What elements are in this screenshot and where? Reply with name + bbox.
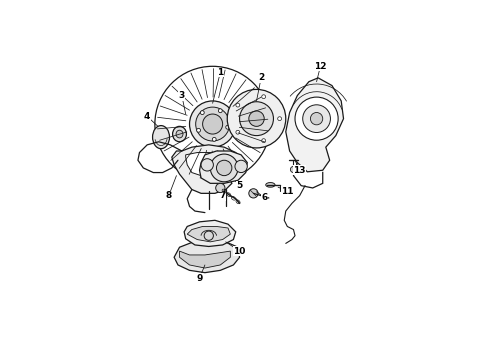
- Text: 10: 10: [233, 247, 246, 256]
- Polygon shape: [179, 251, 230, 268]
- Circle shape: [196, 107, 229, 141]
- Circle shape: [226, 125, 230, 129]
- Polygon shape: [184, 220, 236, 247]
- Text: 12: 12: [314, 62, 327, 71]
- Text: 3: 3: [179, 91, 185, 100]
- Polygon shape: [286, 78, 343, 172]
- Circle shape: [310, 112, 323, 125]
- Polygon shape: [187, 226, 230, 242]
- Circle shape: [236, 103, 240, 107]
- Text: 1: 1: [217, 68, 223, 77]
- Polygon shape: [172, 145, 241, 193]
- Circle shape: [212, 138, 216, 141]
- Circle shape: [216, 183, 225, 193]
- Circle shape: [210, 154, 238, 182]
- Circle shape: [262, 95, 266, 99]
- Circle shape: [201, 159, 213, 171]
- Ellipse shape: [152, 126, 170, 149]
- Circle shape: [196, 129, 200, 132]
- Circle shape: [200, 111, 204, 114]
- Circle shape: [203, 114, 222, 134]
- Polygon shape: [174, 239, 240, 273]
- Ellipse shape: [176, 130, 183, 138]
- Circle shape: [295, 97, 338, 140]
- Text: 2: 2: [258, 73, 264, 82]
- Ellipse shape: [266, 183, 275, 187]
- Text: 6: 6: [261, 193, 268, 202]
- Polygon shape: [186, 153, 230, 176]
- Circle shape: [303, 105, 330, 132]
- Circle shape: [236, 130, 240, 134]
- Text: 11: 11: [281, 186, 294, 195]
- Text: 9: 9: [196, 274, 203, 283]
- Circle shape: [278, 117, 282, 121]
- Circle shape: [227, 89, 286, 148]
- Text: 13: 13: [294, 166, 306, 175]
- Circle shape: [291, 166, 296, 172]
- Text: 7: 7: [220, 191, 226, 200]
- Circle shape: [217, 160, 232, 176]
- Circle shape: [219, 109, 222, 113]
- Circle shape: [235, 160, 247, 172]
- Circle shape: [262, 139, 266, 143]
- Circle shape: [190, 101, 236, 147]
- Ellipse shape: [172, 126, 186, 142]
- Circle shape: [249, 111, 264, 126]
- Text: 8: 8: [166, 191, 172, 200]
- Text: 4: 4: [144, 112, 150, 121]
- Circle shape: [240, 102, 273, 136]
- Polygon shape: [199, 151, 247, 183]
- Circle shape: [249, 189, 258, 198]
- Text: 5: 5: [237, 181, 243, 190]
